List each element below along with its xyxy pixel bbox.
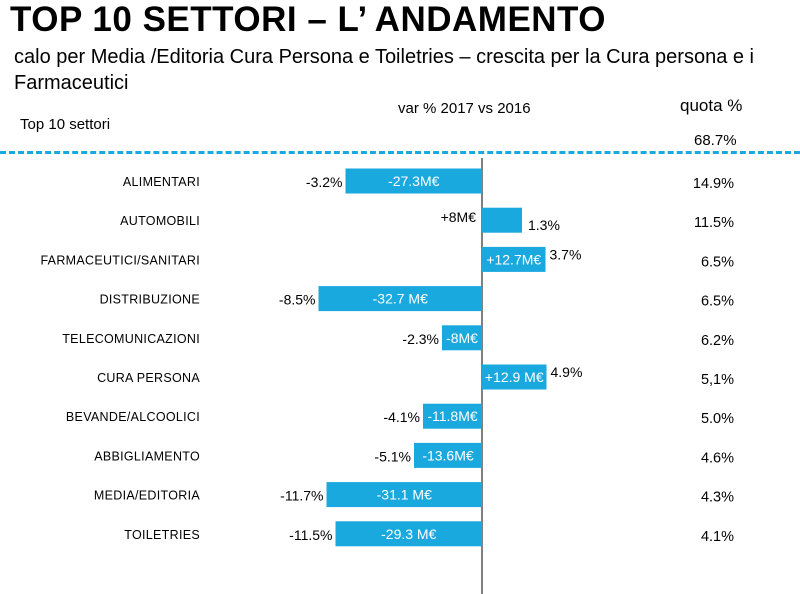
bar bbox=[326, 482, 482, 508]
bar bbox=[482, 364, 547, 390]
quota-label: 14.9% bbox=[693, 176, 734, 192]
quota-label: 6.5% bbox=[701, 254, 734, 270]
bar-value-label: +12.9 M€ bbox=[485, 369, 544, 385]
quota-label: 4.6% bbox=[701, 450, 734, 466]
bar bbox=[442, 325, 482, 351]
quota-header: quota % bbox=[680, 96, 743, 115]
bar bbox=[345, 168, 482, 194]
bar-value-label: -13.6M€ bbox=[422, 447, 474, 463]
category-label: ABBIGLIAMENTO bbox=[94, 449, 200, 463]
bar bbox=[335, 521, 482, 547]
bar bbox=[482, 246, 546, 272]
pct-change-label: -2.3% bbox=[402, 331, 439, 347]
pct-change-label: -5.1% bbox=[374, 448, 411, 464]
quota-label: 5.0% bbox=[701, 411, 734, 427]
variation-header: var % 2017 vs 2016 bbox=[398, 100, 531, 117]
category-label: BEVANDE/ALCOOLICI bbox=[66, 410, 200, 424]
quota-label: 6.2% bbox=[701, 333, 734, 349]
category-label: TELECOMUNICAZIONI bbox=[62, 332, 200, 346]
bar-value-label: -32.7 M€ bbox=[373, 291, 428, 307]
pct-change-label: -11.5% bbox=[289, 527, 332, 543]
bar-value-label: -8M€ bbox=[446, 330, 478, 346]
pct-change-label: -11.7% bbox=[280, 488, 323, 504]
quota-total: 68.7% bbox=[694, 132, 737, 149]
quota-label: 5,1% bbox=[701, 372, 734, 388]
page-title: TOP 10 SETTORI – L’ ANDAMENTO bbox=[10, 0, 607, 39]
bar-value-label: -11.8M€ bbox=[427, 408, 478, 424]
bar-value-label: +8M€ bbox=[441, 209, 477, 225]
pct-change-label: -3.2% bbox=[306, 174, 343, 190]
category-label: ALIMENTARI bbox=[123, 175, 200, 189]
category-label: TOILETRIES bbox=[124, 528, 200, 542]
bar-value-label: -31.1 M€ bbox=[377, 487, 432, 503]
quota-label: 4.3% bbox=[701, 490, 734, 506]
bar bbox=[423, 403, 482, 429]
bar bbox=[482, 207, 522, 233]
pct-change-label: 1.3% bbox=[528, 217, 560, 233]
quota-label: 6.5% bbox=[701, 294, 734, 310]
pct-change-label: -8.5% bbox=[279, 292, 316, 308]
category-label: CURA PERSONA bbox=[97, 371, 200, 385]
pct-change-label: 4.9% bbox=[551, 364, 583, 380]
bar-value-label: -29.3 M€ bbox=[381, 526, 436, 542]
sectors-header: Top 10 settori bbox=[20, 116, 111, 133]
category-label: DISTRIBUZIONE bbox=[100, 293, 200, 307]
category-label: MEDIA/EDITORIA bbox=[94, 489, 200, 503]
page-subtitle: calo per Media /Editoria Cura Persona e … bbox=[14, 46, 754, 94]
bar bbox=[414, 442, 482, 468]
pct-change-label: -4.1% bbox=[383, 409, 420, 425]
pct-change-label: 3.7% bbox=[550, 246, 582, 262]
category-label: FARMACEUTICI/SANITARI bbox=[40, 253, 200, 267]
header-divider bbox=[0, 151, 800, 154]
bar-value-label: +12.7M€ bbox=[486, 251, 541, 267]
category-label: AUTOMOBILI bbox=[120, 214, 200, 228]
bar bbox=[318, 286, 482, 312]
quota-label: 4.1% bbox=[701, 529, 734, 545]
bar-value-label: -27.3M€ bbox=[388, 173, 440, 189]
quota-label: 11.5% bbox=[694, 215, 734, 231]
